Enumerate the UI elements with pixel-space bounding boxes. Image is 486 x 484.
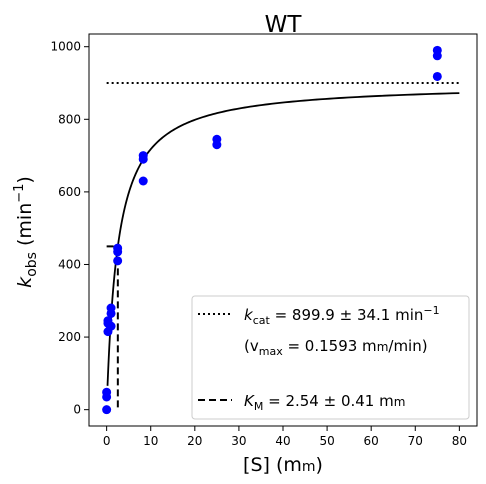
data-point	[102, 387, 112, 397]
x-tick-label: 60	[364, 434, 379, 448]
x-tick-label: 30	[231, 434, 246, 448]
x-tick-label: 10	[143, 434, 158, 448]
data-point	[106, 321, 116, 331]
y-axis-title: kobs (min−1)	[12, 176, 40, 288]
data-point	[432, 45, 442, 55]
x-axis-title: [S] (mm)	[243, 454, 323, 476]
data-point	[432, 71, 442, 81]
legend: kcat = 899.9 ± 34.1 min−1 (vmax = 0.1593…	[191, 295, 470, 420]
data-point	[138, 151, 148, 161]
data-points	[102, 45, 442, 415]
data-point	[106, 303, 116, 313]
data-point	[113, 256, 123, 266]
x-tick-label: 40	[275, 434, 290, 448]
legend-vmax-label: (vmax = 0.1593 mm/min)	[244, 337, 428, 358]
y-tick-label: 200	[58, 330, 81, 344]
y-tick-label: 800	[58, 112, 81, 126]
y-tick-label: 400	[58, 257, 81, 271]
x-tick-label: 50	[319, 434, 334, 448]
data-point	[138, 176, 148, 186]
fit-curve	[106, 92, 460, 386]
legend-km-label: KM = 2.54 ± 0.41 mm	[244, 392, 405, 413]
legend-box	[191, 295, 470, 420]
y-tick-label: 1000	[50, 40, 81, 54]
y-tick-label: 0	[73, 403, 81, 417]
data-point	[102, 405, 112, 415]
data-point	[212, 134, 222, 144]
data-point	[113, 243, 123, 253]
legend-kcat-label: kcat = 899.9 ± 34.1 min−1	[244, 304, 440, 327]
x-tick-label: 0	[103, 434, 111, 448]
x-tick-label: 70	[408, 434, 423, 448]
line-layer	[106, 82, 460, 410]
y-tick-label: 600	[58, 185, 81, 199]
x-tick-label: 80	[452, 434, 467, 448]
x-tick-label: 20	[187, 434, 202, 448]
